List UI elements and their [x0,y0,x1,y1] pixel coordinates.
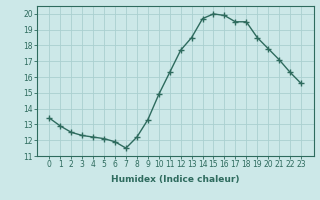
X-axis label: Humidex (Indice chaleur): Humidex (Indice chaleur) [111,175,239,184]
